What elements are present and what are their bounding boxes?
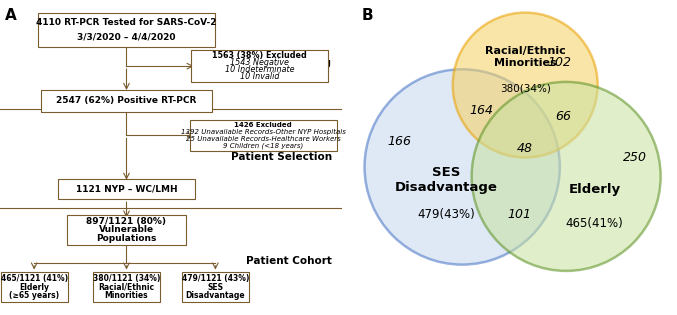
Text: A: A [5,8,17,23]
Text: 1121 NYP – WC/LMH: 1121 NYP – WC/LMH [76,185,177,193]
Text: B: B [362,8,373,23]
Text: 4110 RT-PCR Tested for SARS-CoV-2: 4110 RT-PCR Tested for SARS-CoV-2 [37,19,217,27]
Text: Disadvantage: Disadvantage [185,291,245,300]
Text: 166: 166 [387,135,411,148]
Text: 479/1121 (43%): 479/1121 (43%) [181,274,249,283]
Text: 380(34%): 380(34%) [500,83,550,93]
Text: 1563 (38%) Excluded: 1563 (38%) Excluded [213,51,307,60]
Text: 10 Indeterminate: 10 Indeterminate [225,65,294,74]
Text: Screening: Screening [273,58,332,68]
FancyBboxPatch shape [41,90,212,112]
Text: 465/1121 (41%): 465/1121 (41%) [1,274,68,283]
Circle shape [453,13,598,158]
Text: 101: 101 [507,208,531,221]
Text: 164: 164 [469,104,493,117]
Text: Elderly: Elderly [569,182,621,196]
Circle shape [472,82,661,271]
Text: Populations: Populations [96,234,156,243]
FancyBboxPatch shape [192,50,328,82]
Text: 48: 48 [517,141,533,155]
Text: 250: 250 [624,151,647,164]
FancyBboxPatch shape [58,179,195,199]
Text: 380/1121 (34%): 380/1121 (34%) [93,274,160,283]
Text: 9 Children (<18 years): 9 Children (<18 years) [223,143,303,149]
Text: 10 Invalid: 10 Invalid [240,72,280,81]
Text: 897/1121 (80%): 897/1121 (80%) [87,217,167,226]
Text: 1392 Unavailable Records-Other NYP Hospitals: 1392 Unavailable Records-Other NYP Hospi… [181,129,346,135]
Text: 3/3/2020 – 4/4/2020: 3/3/2020 – 4/4/2020 [77,32,176,41]
Text: SES: SES [207,283,223,292]
Text: 2547 (62%) Positive RT-PCR: 2547 (62%) Positive RT-PCR [56,96,197,105]
FancyBboxPatch shape [93,272,160,302]
Text: Minorities: Minorities [105,291,148,300]
Circle shape [364,69,560,265]
Text: 465(41%): 465(41%) [565,217,624,230]
FancyBboxPatch shape [1,272,68,302]
FancyBboxPatch shape [38,13,215,47]
Text: Patient Selection: Patient Selection [230,152,332,163]
Text: (≥65 years): (≥65 years) [9,291,60,300]
Text: 1426 Excluded: 1426 Excluded [234,122,292,128]
Text: 1543 Negative: 1543 Negative [230,58,289,67]
Text: Racial/Ethnic: Racial/Ethnic [98,283,154,292]
FancyBboxPatch shape [182,272,248,302]
Text: 25 Unavailable Records-Healthcare Workers: 25 Unavailable Records-Healthcare Worker… [186,136,341,142]
Text: SES
Disadvantage: SES Disadvantage [395,166,498,193]
FancyBboxPatch shape [66,215,186,245]
Text: 66: 66 [555,110,571,123]
Text: 479(43%): 479(43%) [418,208,475,221]
Text: Patient Cohort: Patient Cohort [246,256,332,266]
Text: 102: 102 [548,56,572,70]
Text: Elderly: Elderly [19,283,49,292]
Text: Racial/Ethnic
Minorities: Racial/Ethnic Minorities [485,46,565,67]
FancyBboxPatch shape [190,120,336,151]
Text: Vulnerable: Vulnerable [99,226,154,234]
